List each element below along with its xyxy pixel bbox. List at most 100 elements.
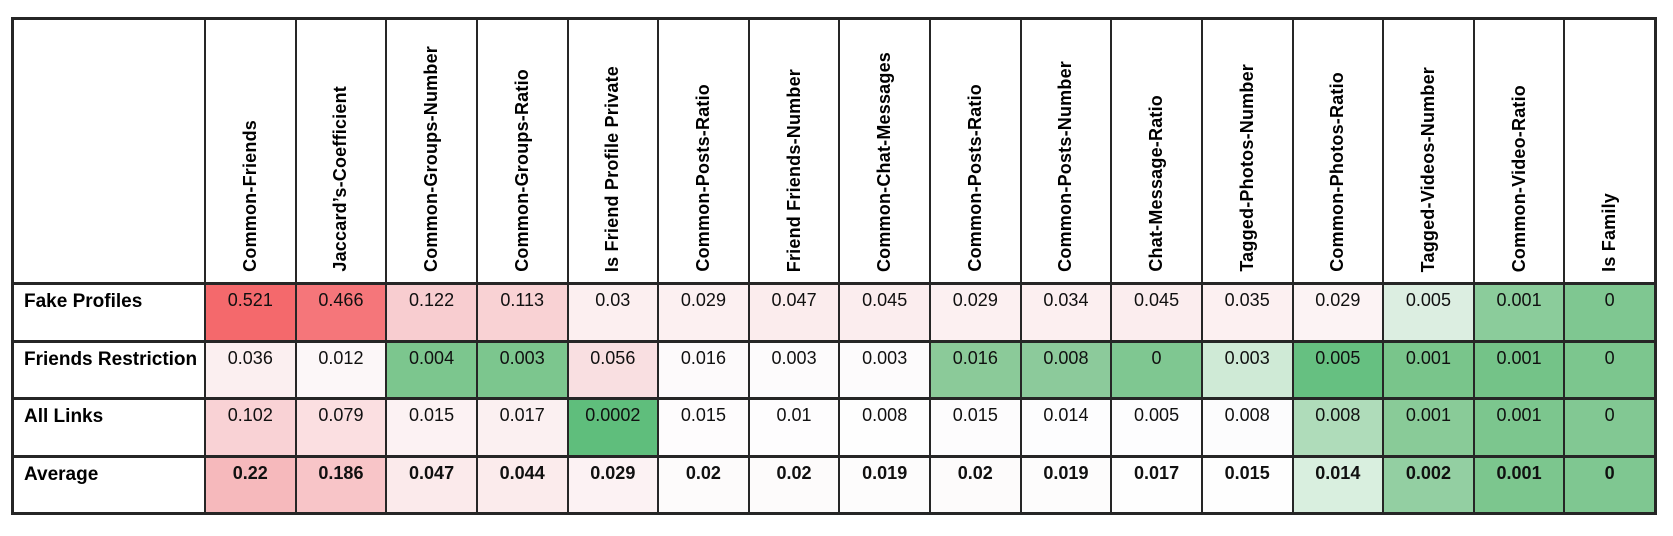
- value-cell: 0.015: [387, 400, 476, 455]
- value-cell: 0.008: [1293, 400, 1383, 455]
- value-cell: 0.014: [1021, 400, 1111, 455]
- value-cell: 0.019: [840, 457, 929, 512]
- value-cell: 0.113: [477, 285, 567, 340]
- value-cell: 0.003: [477, 342, 567, 397]
- value-cell: 0.003: [749, 342, 839, 397]
- column-header: Common-Groups-Ratio: [477, 20, 567, 282]
- value-cell: 0.017: [1112, 457, 1201, 512]
- column-header-label: Common-Posts-Ratio: [964, 84, 985, 272]
- value-cell: 0.0002: [568, 400, 658, 455]
- value-cell: 0: [1565, 285, 1654, 340]
- column-header-label: Tagged-Photos-Number: [1236, 64, 1257, 272]
- row-label: Friends Restriction: [14, 342, 204, 397]
- value-cell: 0.102: [206, 400, 295, 455]
- column-header: Common-Video-Ratio: [1474, 20, 1564, 282]
- column-header-label: Common-Posts-Ratio: [692, 84, 713, 272]
- value-cell: 0.004: [387, 342, 476, 397]
- value-cell: 0.122: [387, 285, 476, 340]
- value-cell: 0.047: [749, 285, 839, 340]
- value-cell: 0.008: [1021, 342, 1111, 397]
- column-header-label: Common-Friends: [239, 120, 260, 272]
- column-header-label: Is Friend Profile Private: [602, 65, 623, 272]
- value-cell: 0.02: [749, 457, 839, 512]
- value-cell: 0.017: [477, 400, 567, 455]
- value-cell: 0.015: [931, 400, 1020, 455]
- value-cell: 0.005: [1384, 285, 1473, 340]
- row-label: All Links: [14, 400, 204, 455]
- value-cell: 0.019: [1021, 457, 1111, 512]
- value-cell: 0.044: [477, 457, 567, 512]
- value-cell: 0.047: [387, 457, 476, 512]
- value-cell: 0.079: [296, 400, 386, 455]
- value-cell: 0.014: [1293, 457, 1383, 512]
- column-header-label: Jaccard’s-Coefficient: [330, 86, 351, 272]
- value-cell: 0.045: [1112, 285, 1201, 340]
- value-cell: 0: [1112, 342, 1201, 397]
- value-cell: 0: [1565, 457, 1654, 512]
- value-cell: 0.015: [1202, 457, 1292, 512]
- column-header-label: Chat-Message-Ratio: [1146, 95, 1167, 272]
- column-header-label: Common-Chat-Messages: [874, 51, 895, 272]
- value-cell: 0.008: [1202, 400, 1292, 455]
- column-header-label: Common-Groups-Ratio: [511, 69, 532, 272]
- column-header: Common-Photos-Ratio: [1293, 20, 1383, 282]
- value-cell: 0.012: [296, 342, 386, 397]
- value-cell: 0.001: [1474, 285, 1564, 340]
- value-cell: 0: [1565, 342, 1654, 397]
- row-label: Fake Profiles: [14, 285, 204, 340]
- column-header-label: Is Family: [1599, 193, 1620, 272]
- column-header: Is Friend Profile Private: [568, 20, 658, 282]
- value-cell: 0.001: [1474, 457, 1564, 512]
- value-cell: 0.056: [568, 342, 658, 397]
- value-cell: 0: [1565, 400, 1654, 455]
- row-label: Average: [14, 457, 204, 512]
- value-cell: 0.016: [931, 342, 1020, 397]
- value-cell: 0.001: [1384, 400, 1473, 455]
- column-header: Common-Posts-Ratio: [931, 20, 1020, 282]
- value-cell: 0.029: [568, 457, 658, 512]
- value-cell: 0.005: [1293, 342, 1383, 397]
- value-cell: 0.034: [1021, 285, 1111, 340]
- column-header: Is Family: [1565, 20, 1654, 282]
- heatmap-table: Common-Friends Jaccard’s-Coefficient Commo…: [11, 17, 1657, 515]
- heatmap-table-wrap: Common-Friends Jaccard’s-Coefficient Commo…: [11, 17, 1657, 515]
- value-cell: 0.029: [659, 285, 748, 340]
- value-cell: 0.016: [659, 342, 748, 397]
- column-header: Tagged-Videos-Number: [1384, 20, 1473, 282]
- value-cell: 0.045: [840, 285, 929, 340]
- value-cell: 0.036: [206, 342, 295, 397]
- value-cell: 0.003: [840, 342, 929, 397]
- column-header: Friend Friends-Number: [749, 20, 839, 282]
- value-cell: 0.03: [568, 285, 658, 340]
- column-header: Jaccard’s-Coefficient: [296, 20, 386, 282]
- value-cell: 0.02: [931, 457, 1020, 512]
- value-cell: 0.001: [1384, 342, 1473, 397]
- column-header-label: Common-Groups-Number: [421, 46, 442, 272]
- column-header: Common-Posts-Number: [1021, 20, 1111, 282]
- column-header-label: Common-Posts-Number: [1055, 61, 1076, 272]
- column-header-label: Common-Photos-Ratio: [1327, 72, 1348, 272]
- value-cell: 0.015: [659, 400, 748, 455]
- column-header: Chat-Message-Ratio: [1112, 20, 1201, 282]
- column-header: Tagged-Photos-Number: [1202, 20, 1292, 282]
- value-cell: 0.029: [931, 285, 1020, 340]
- value-cell: 0.005: [1112, 400, 1201, 455]
- column-header: Common-Groups-Number: [387, 20, 476, 282]
- value-cell: 0.521: [206, 285, 295, 340]
- value-cell: 0.002: [1384, 457, 1473, 512]
- value-cell: 0.008: [840, 400, 929, 455]
- corner-cell: [14, 20, 204, 282]
- column-header: Common-Posts-Ratio: [659, 20, 748, 282]
- value-cell: 0.186: [296, 457, 386, 512]
- value-cell: 0.029: [1293, 285, 1383, 340]
- value-cell: 0.02: [659, 457, 748, 512]
- value-cell: 0.003: [1202, 342, 1292, 397]
- column-header: Common-Friends: [206, 20, 295, 282]
- value-cell: 0.01: [749, 400, 839, 455]
- column-header-label: Tagged-Videos-Number: [1417, 66, 1438, 272]
- value-cell: 0.035: [1202, 285, 1292, 340]
- value-cell: 0.001: [1474, 400, 1564, 455]
- column-header: Common-Chat-Messages: [840, 20, 929, 282]
- value-cell: 0.001: [1474, 342, 1564, 397]
- column-header-label: Friend Friends-Number: [783, 68, 804, 272]
